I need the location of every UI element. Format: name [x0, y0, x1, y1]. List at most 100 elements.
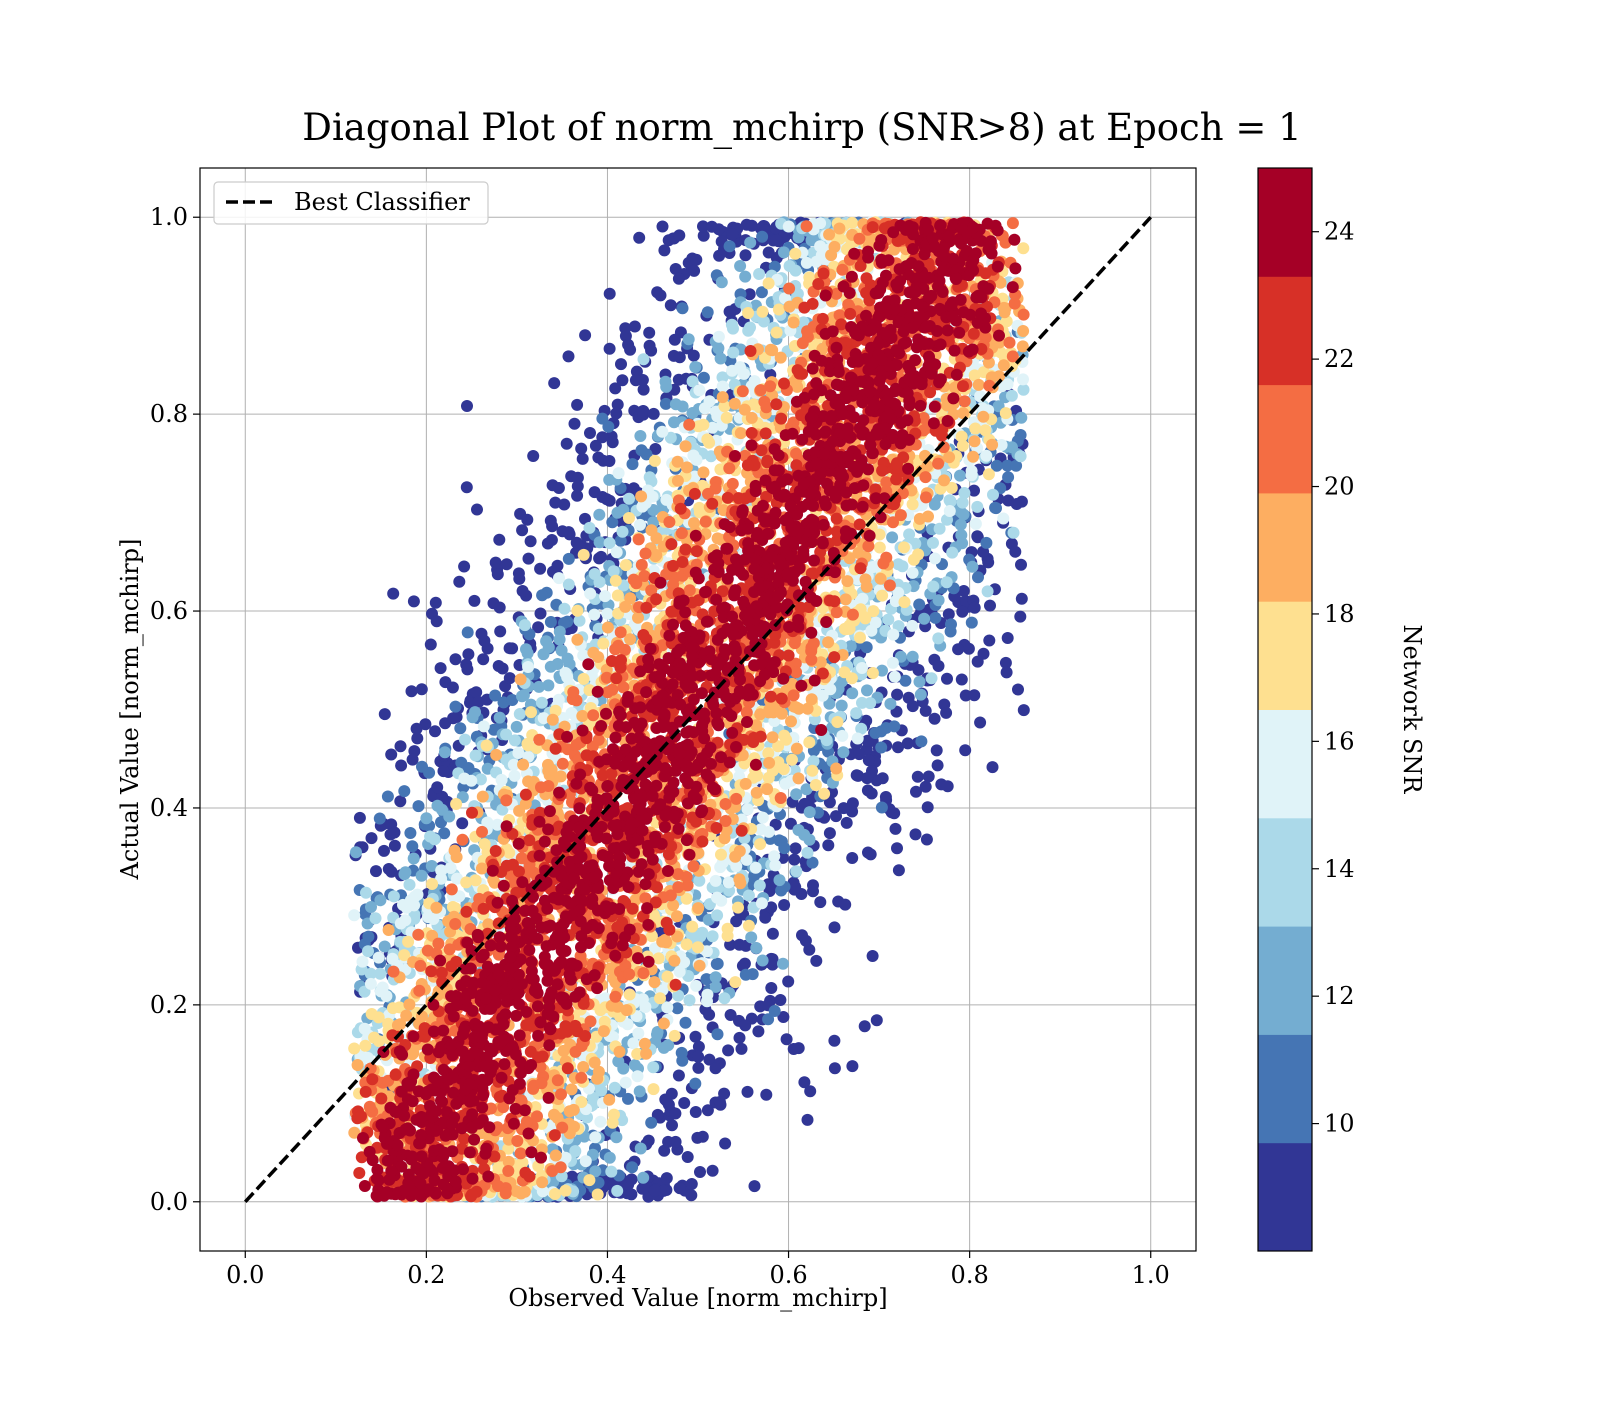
scatter-point — [736, 1043, 748, 1055]
scatter-point — [389, 827, 401, 839]
scatter-point — [669, 1030, 681, 1042]
scatter-point — [836, 700, 848, 712]
scatter-point — [558, 1045, 570, 1057]
scatter-point — [458, 773, 470, 785]
scatter-point — [447, 682, 459, 694]
scatter-point — [673, 1070, 685, 1082]
scatter-point — [649, 1185, 661, 1197]
scatter-point — [774, 874, 786, 886]
scatter-point — [519, 619, 531, 631]
scatter-point — [597, 638, 609, 650]
scatter-point — [624, 989, 636, 1001]
scatter-point — [627, 458, 639, 470]
scatter-point — [707, 1165, 719, 1177]
scatter-point — [536, 1176, 548, 1188]
scatter-point — [595, 551, 607, 563]
scatter-point — [592, 452, 604, 464]
scatter-point — [669, 1108, 681, 1120]
scatter-point — [929, 612, 941, 624]
scatter-point — [386, 953, 398, 965]
scatter-point — [407, 754, 419, 766]
scatter-point — [643, 327, 655, 339]
scatter-point — [671, 910, 683, 922]
scatter-point — [987, 761, 999, 773]
scatter-point — [889, 671, 901, 683]
scatter-point — [884, 698, 896, 710]
scatter-point — [814, 896, 826, 908]
scatter-point — [545, 515, 557, 527]
scatter-point — [1018, 704, 1030, 716]
scatter-point — [490, 749, 502, 761]
scatter-point — [685, 1189, 697, 1201]
scatter-point — [970, 518, 982, 530]
scatter-point — [763, 277, 775, 289]
scatter-point — [591, 1073, 603, 1085]
scatter-point — [914, 676, 926, 688]
scatter-point — [859, 1020, 871, 1032]
scatter-point — [860, 573, 872, 585]
scatter-point — [892, 741, 904, 753]
scatter-point — [645, 1117, 657, 1129]
scatter-point — [912, 548, 924, 560]
scatter-point — [463, 762, 475, 774]
scatter-point — [823, 229, 835, 241]
scatter-point — [511, 721, 523, 733]
scatter-point — [594, 1116, 606, 1128]
scatter-point — [416, 683, 428, 695]
scatter-point — [632, 1070, 644, 1082]
scatter-point — [763, 826, 775, 838]
scatter-point — [711, 958, 723, 970]
scatter-point — [406, 685, 418, 697]
scatter-point — [623, 493, 635, 505]
scatter-point — [636, 501, 648, 513]
scatter-point — [690, 1106, 702, 1118]
scatter-point — [715, 353, 727, 365]
scatter-point — [800, 935, 812, 947]
scatter-point — [729, 976, 741, 988]
scatter-point — [875, 725, 887, 737]
scatter-point — [742, 1086, 754, 1098]
scatter-point — [621, 1004, 633, 1016]
scatter-point — [907, 498, 919, 510]
scatter-point — [1016, 593, 1028, 605]
scatter-point — [456, 817, 468, 829]
scatter-point — [1002, 471, 1014, 483]
scatter-point — [647, 1061, 659, 1073]
scatter-point — [1015, 450, 1027, 462]
scatter-point — [793, 772, 805, 784]
scatter-point — [751, 787, 763, 799]
scatter-point — [710, 875, 722, 887]
scatter-point — [763, 247, 775, 259]
scatter-point — [703, 1009, 715, 1021]
scatter-point — [605, 1166, 617, 1178]
scatter-point — [424, 831, 436, 843]
scatter-point — [611, 546, 623, 558]
scatter-point — [719, 1138, 731, 1150]
scatter-point — [633, 232, 645, 244]
scatter-point — [724, 240, 736, 252]
scatter-point — [635, 490, 647, 502]
scatter-point — [836, 730, 848, 742]
scatter-point — [952, 643, 964, 655]
scatter-point — [806, 765, 818, 777]
scatter-point — [716, 276, 728, 288]
scatter-point — [712, 342, 724, 354]
scatter-point — [352, 1059, 364, 1071]
scatter-point — [844, 623, 856, 635]
scatter-point — [1017, 242, 1029, 254]
scatter-point — [525, 535, 537, 547]
scatter-point — [644, 471, 656, 483]
scatter-point — [571, 605, 583, 617]
scatter-point — [870, 617, 882, 629]
scatter-point — [601, 608, 613, 620]
scatter-point — [778, 842, 790, 854]
scatter-point — [754, 880, 766, 892]
scatter-point — [781, 1033, 793, 1045]
scatter-point — [752, 1025, 764, 1037]
scatter-point — [1009, 546, 1021, 558]
scatter-point — [635, 1143, 647, 1155]
scatter-point — [802, 847, 814, 859]
scatter-point — [1014, 611, 1026, 623]
scatter-point — [804, 806, 816, 818]
